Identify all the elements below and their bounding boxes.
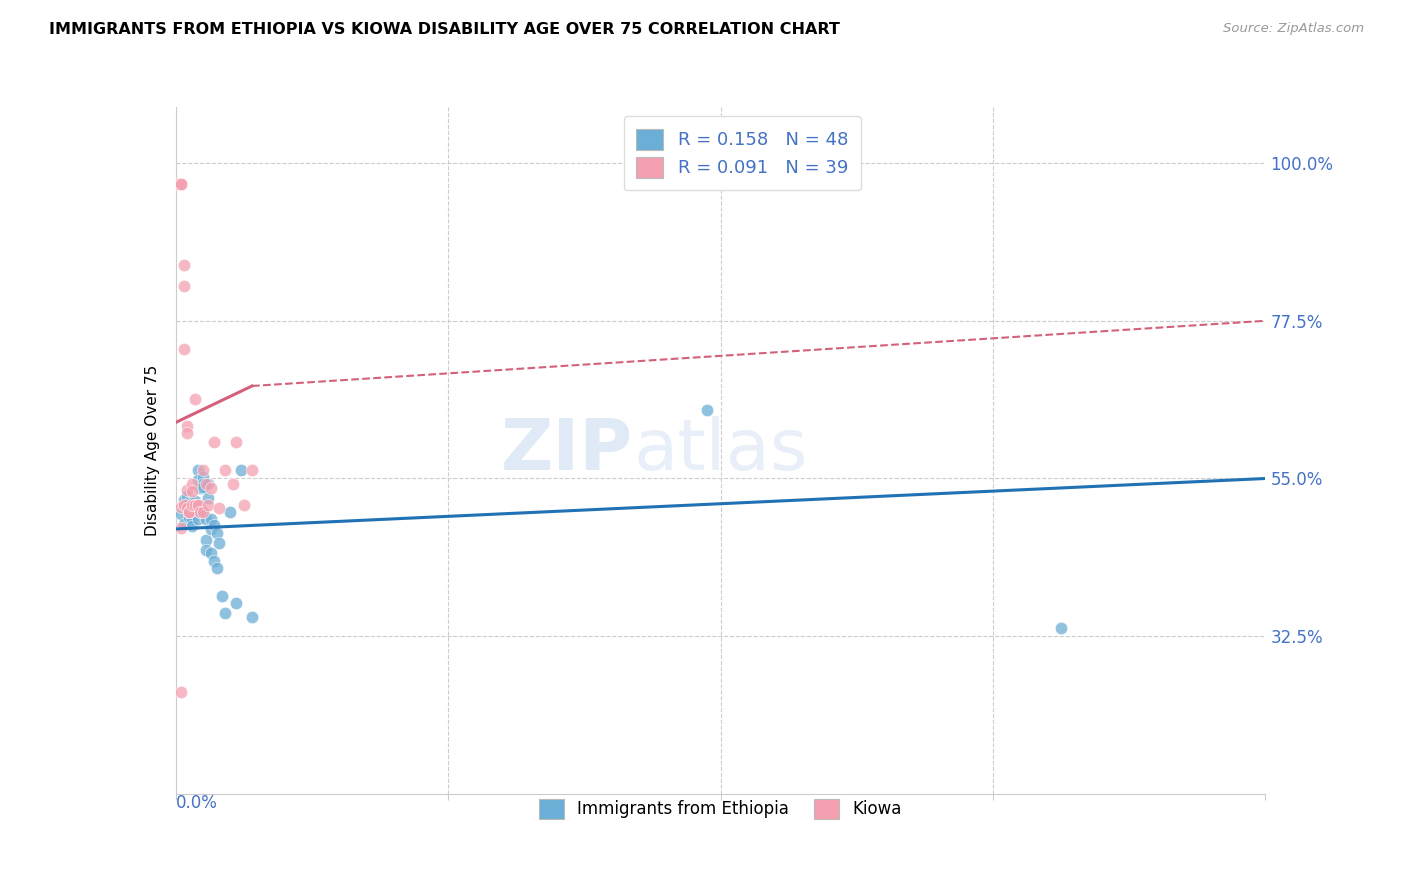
Point xyxy=(191,505,214,519)
Point xyxy=(167,177,190,191)
Point xyxy=(202,518,225,533)
Point xyxy=(176,489,198,503)
Point xyxy=(179,505,201,519)
Point xyxy=(179,505,201,519)
Point xyxy=(208,536,231,550)
Point xyxy=(181,484,204,499)
Point xyxy=(181,512,204,526)
Point xyxy=(184,494,207,508)
Point xyxy=(211,589,233,603)
Point xyxy=(197,498,219,512)
Point xyxy=(188,505,211,519)
Point xyxy=(179,503,201,517)
Point xyxy=(186,498,209,512)
Point xyxy=(181,477,204,491)
Point xyxy=(173,492,195,507)
Point xyxy=(194,477,217,491)
Point xyxy=(200,512,222,526)
Point xyxy=(170,177,193,191)
Point xyxy=(194,533,217,548)
Point xyxy=(186,473,209,487)
Point xyxy=(173,258,195,272)
Text: IMMIGRANTS FROM ETHIOPIA VS KIOWA DISABILITY AGE OVER 75 CORRELATION CHART: IMMIGRANTS FROM ETHIOPIA VS KIOWA DISABI… xyxy=(49,22,841,37)
Point xyxy=(179,500,201,515)
Point xyxy=(186,463,209,477)
Point xyxy=(191,463,214,477)
Y-axis label: Disability Age Over 75: Disability Age Over 75 xyxy=(145,365,160,536)
Legend: Immigrants from Ethiopia, Kiowa: Immigrants from Ethiopia, Kiowa xyxy=(527,788,914,830)
Text: Source: ZipAtlas.com: Source: ZipAtlas.com xyxy=(1223,22,1364,36)
Point xyxy=(176,496,198,510)
Point xyxy=(200,546,222,561)
Point xyxy=(181,496,204,510)
Point xyxy=(181,498,204,512)
Point xyxy=(188,505,211,519)
Point xyxy=(179,496,201,510)
Point xyxy=(181,505,204,519)
Point xyxy=(202,435,225,450)
Point xyxy=(194,512,217,526)
Point xyxy=(188,477,211,491)
Point xyxy=(191,470,214,484)
Point xyxy=(173,342,195,356)
Text: 0.0%: 0.0% xyxy=(176,794,218,812)
Point xyxy=(186,498,209,512)
Point xyxy=(232,498,254,512)
Point xyxy=(205,526,228,541)
Point xyxy=(184,498,207,512)
Point xyxy=(184,498,207,512)
Point xyxy=(191,480,214,494)
Point xyxy=(225,435,247,450)
Point xyxy=(202,554,225,568)
Point xyxy=(179,505,201,519)
Point xyxy=(188,500,211,515)
Point xyxy=(170,500,193,514)
Point xyxy=(173,517,195,532)
Point xyxy=(186,512,209,526)
Point xyxy=(219,505,242,519)
Point xyxy=(205,561,228,575)
Point xyxy=(222,477,245,491)
Point xyxy=(184,392,207,407)
Text: ZIP: ZIP xyxy=(501,416,633,485)
Point xyxy=(194,543,217,558)
Point xyxy=(170,177,193,191)
Point xyxy=(170,685,193,699)
Point xyxy=(173,278,195,293)
Point xyxy=(173,498,195,512)
Point xyxy=(176,500,198,515)
Point xyxy=(197,477,219,491)
Point xyxy=(188,481,211,495)
Point xyxy=(208,500,231,515)
Point xyxy=(225,596,247,610)
Point xyxy=(167,177,190,191)
Point xyxy=(240,610,263,624)
Point xyxy=(176,483,198,498)
Point xyxy=(170,520,193,534)
Point xyxy=(176,425,198,440)
Point xyxy=(696,402,718,417)
Point xyxy=(184,501,207,516)
Point xyxy=(200,481,222,495)
Point xyxy=(170,507,193,521)
Point xyxy=(240,463,263,477)
Point xyxy=(170,177,193,191)
Text: atlas: atlas xyxy=(633,416,808,485)
Point xyxy=(214,606,236,620)
Point xyxy=(181,519,204,533)
Point xyxy=(231,463,253,477)
Point xyxy=(191,505,214,519)
Point xyxy=(179,510,201,524)
Point xyxy=(191,477,214,491)
Point xyxy=(1050,622,1073,636)
Point xyxy=(197,491,219,505)
Point xyxy=(214,463,236,477)
Point xyxy=(176,419,198,434)
Point xyxy=(200,522,222,536)
